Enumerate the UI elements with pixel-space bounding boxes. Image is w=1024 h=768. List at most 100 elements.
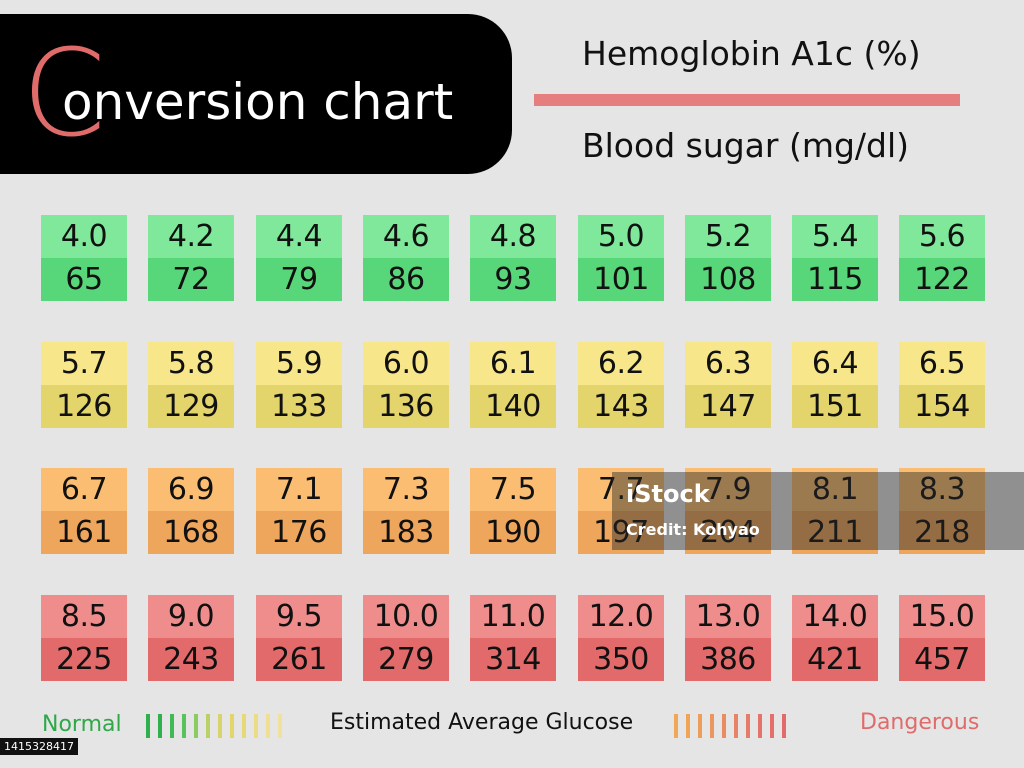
- a1c-value: 4.2: [148, 215, 234, 258]
- a1c-value: 5.7: [41, 342, 127, 385]
- a1c-value: 14.0: [792, 595, 878, 638]
- a1c-value: 5.8: [148, 342, 234, 385]
- a1c-value: 6.3: [685, 342, 771, 385]
- a1c-value: 5.4: [792, 215, 878, 258]
- glucose-value: 108: [685, 258, 771, 301]
- footer-tick: [770, 714, 774, 738]
- conversion-cell: 5.9 133: [256, 342, 342, 428]
- a1c-value: 7.1: [256, 468, 342, 511]
- footer-tick: [254, 714, 258, 738]
- legend-bottom-label: Blood sugar (mg/dl): [582, 126, 910, 165]
- a1c-value: 6.1: [470, 342, 556, 385]
- footer-tick: [278, 714, 282, 738]
- glucose-value: 133: [256, 385, 342, 428]
- conversion-cell: 6.0 136: [363, 342, 449, 428]
- a1c-value: 8.3: [899, 468, 985, 511]
- glucose-value: 136: [363, 385, 449, 428]
- a1c-value: 6.2: [578, 342, 664, 385]
- conversion-cell: 6.5 154: [899, 342, 985, 428]
- a1c-value: 7.3: [363, 468, 449, 511]
- glucose-value: 154: [899, 385, 985, 428]
- footer-tick: [698, 714, 702, 738]
- footer-tick: [218, 714, 222, 738]
- conversion-cell: 6.7 161: [41, 468, 127, 554]
- conversion-cell: 6.3 147: [685, 342, 771, 428]
- glucose-value: 129: [148, 385, 234, 428]
- footer-tick: [782, 714, 786, 738]
- glucose-value: 65: [41, 258, 127, 301]
- conversion-cell: 8.5 225: [41, 595, 127, 681]
- glucose-value: 211: [792, 511, 878, 554]
- a1c-value: 6.7: [41, 468, 127, 511]
- conversion-cell: 7.5 190: [470, 468, 556, 554]
- watermark-overlay: [612, 472, 1024, 550]
- footer-ticks-left: [146, 714, 282, 738]
- conversion-cell: 4.0 65: [41, 215, 127, 301]
- footer-tick: [722, 714, 726, 738]
- a1c-value: 11.0: [470, 595, 556, 638]
- a1c-value: 5.2: [685, 215, 771, 258]
- a1c-value: 15.0: [899, 595, 985, 638]
- glucose-value: 115: [792, 258, 878, 301]
- glucose-value: 190: [470, 511, 556, 554]
- conversion-cell: 11.0 314: [470, 595, 556, 681]
- glucose-value: 279: [363, 638, 449, 681]
- a1c-value: 4.8: [470, 215, 556, 258]
- conversion-cell: 4.2 72: [148, 215, 234, 301]
- footer-danger-label: Dangerous: [860, 710, 980, 735]
- watermark-credit: Credit: Kohyao: [626, 520, 760, 539]
- a1c-value: 7.7: [578, 468, 664, 511]
- a1c-value: 5.0: [578, 215, 664, 258]
- conversion-cell: 6.4 151: [792, 342, 878, 428]
- conversion-cell: 5.6 122: [899, 215, 985, 301]
- conversion-cell: 15.0 457: [899, 595, 985, 681]
- glucose-value: 261: [256, 638, 342, 681]
- glucose-value: 126: [41, 385, 127, 428]
- glucose-value: 314: [470, 638, 556, 681]
- conversion-cell: 13.0 386: [685, 595, 771, 681]
- conversion-cell: 9.0 243: [148, 595, 234, 681]
- conversion-cell: 5.8 129: [148, 342, 234, 428]
- glucose-value: 161: [41, 511, 127, 554]
- conversion-cell: 4.6 86: [363, 215, 449, 301]
- glucose-value: 168: [148, 511, 234, 554]
- glucose-value: 143: [578, 385, 664, 428]
- footer-tick: [206, 714, 210, 738]
- footer-tick: [710, 714, 714, 738]
- glucose-value: 86: [363, 258, 449, 301]
- footer-tick: [230, 714, 234, 738]
- glucose-value: 204: [685, 511, 771, 554]
- a1c-value: 4.6: [363, 215, 449, 258]
- a1c-value: 8.5: [41, 595, 127, 638]
- a1c-value: 13.0: [685, 595, 771, 638]
- glucose-value: 101: [578, 258, 664, 301]
- a1c-value: 8.1: [792, 468, 878, 511]
- footer-tick: [194, 714, 198, 738]
- image-id-tag: 1415328417: [0, 738, 78, 755]
- glucose-value: 122: [899, 258, 985, 301]
- glucose-value: 140: [470, 385, 556, 428]
- footer-normal-label: Normal: [42, 712, 122, 737]
- footer-tick: [146, 714, 150, 738]
- conversion-cell: 5.7 126: [41, 342, 127, 428]
- footer-tick: [170, 714, 174, 738]
- glucose-value: 386: [685, 638, 771, 681]
- glucose-value: 421: [792, 638, 878, 681]
- glucose-value: 197: [578, 511, 664, 554]
- conversion-cell: 5.0 101: [578, 215, 664, 301]
- glucose-value: 79: [256, 258, 342, 301]
- conversion-cell: 6.9 168: [148, 468, 234, 554]
- conversion-cell: 5.2 108: [685, 215, 771, 301]
- legend-top-label: Hemoglobin A1c (%): [582, 34, 921, 73]
- glucose-value: 72: [148, 258, 234, 301]
- footer-tick: [686, 714, 690, 738]
- a1c-value: 12.0: [578, 595, 664, 638]
- glucose-value: 243: [148, 638, 234, 681]
- glucose-value: 147: [685, 385, 771, 428]
- footer-tick: [266, 714, 270, 738]
- conversion-cell: 8.1 211: [792, 468, 878, 554]
- a1c-value: 6.5: [899, 342, 985, 385]
- conversion-cell: 6.1 140: [470, 342, 556, 428]
- conversion-cell: 10.0 279: [363, 595, 449, 681]
- conversion-cell: 4.8 93: [470, 215, 556, 301]
